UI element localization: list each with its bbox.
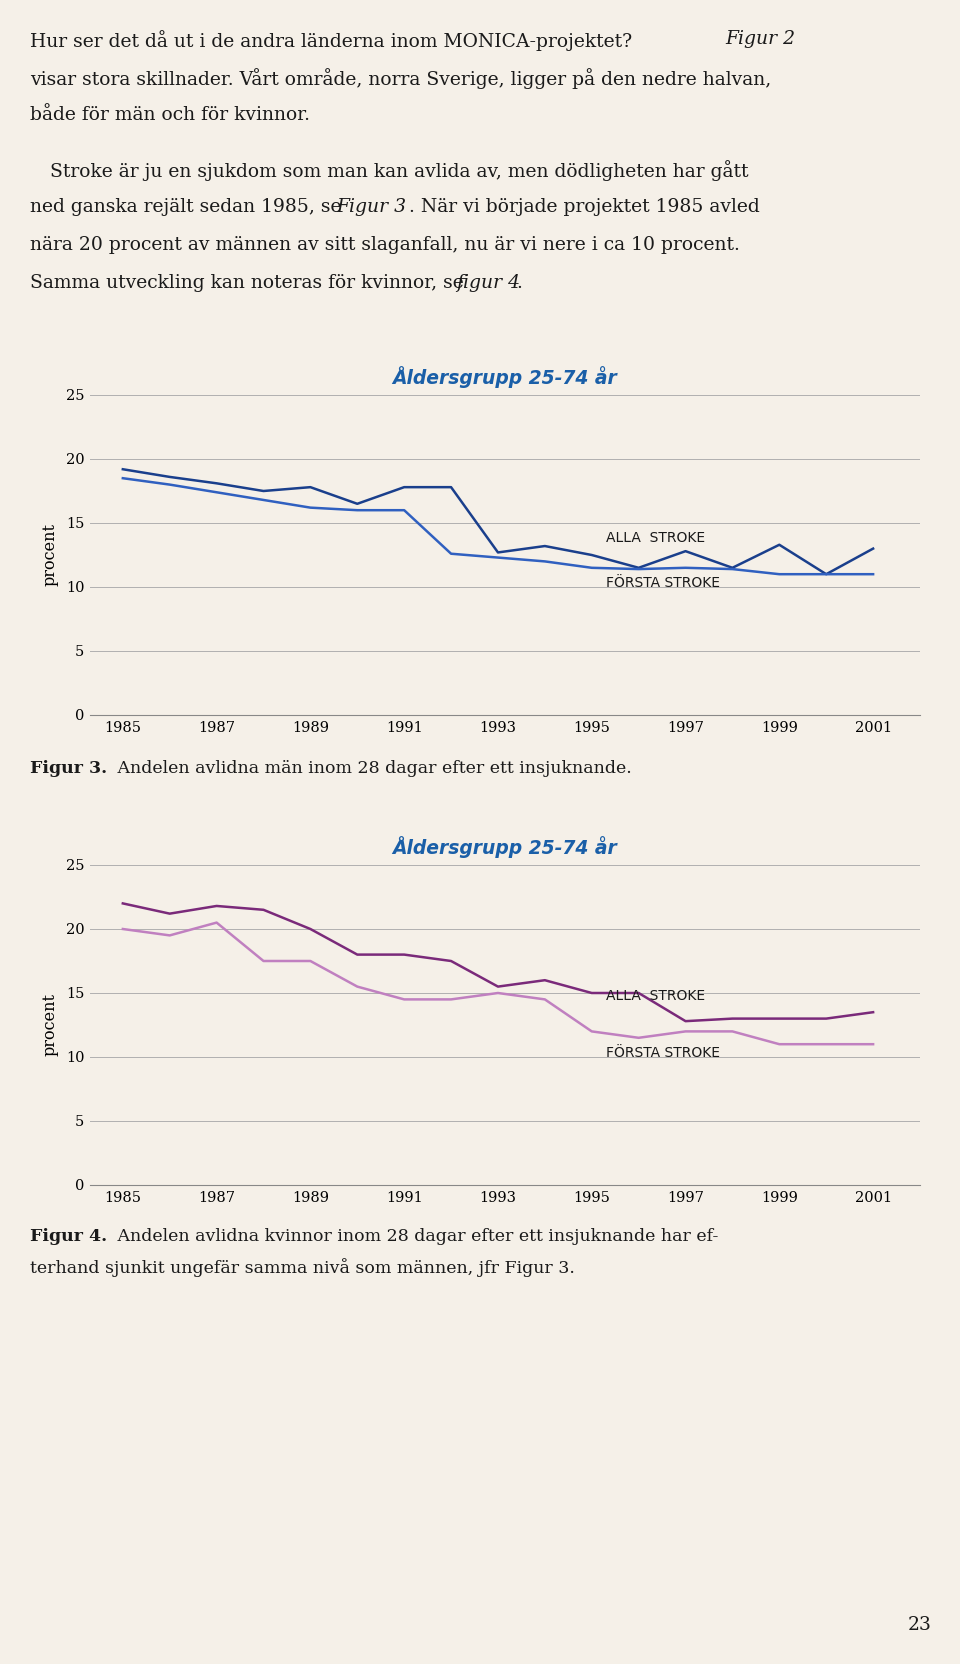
Text: .: .	[516, 275, 522, 291]
Text: Stroke är ju en sjukdom som man kan avlida av, men dödligheten har gått: Stroke är ju en sjukdom som man kan avli…	[50, 160, 749, 181]
Text: Figur 3: Figur 3	[336, 198, 406, 216]
Text: Figur 4.: Figur 4.	[30, 1228, 108, 1245]
Text: FÖRSTA STROKE: FÖRSTA STROKE	[606, 576, 720, 591]
Text: . När vi började projektet 1985 avled: . När vi började projektet 1985 avled	[409, 198, 759, 216]
Text: ned ganska rejält sedan 1985, se: ned ganska rejält sedan 1985, se	[30, 198, 348, 216]
Text: FÖRSTA STROKE: FÖRSTA STROKE	[606, 1047, 720, 1060]
Text: Samma utveckling kan noteras för kvinnor, se: Samma utveckling kan noteras för kvinnor…	[30, 275, 469, 291]
Text: Figur 2: Figur 2	[725, 30, 795, 48]
Text: både för män och för kvinnor.: både för män och för kvinnor.	[30, 106, 310, 125]
Text: figur 4: figur 4	[456, 275, 520, 291]
Text: ALLA  STROKE: ALLA STROKE	[606, 531, 705, 546]
Text: Andelen avlidna män inom 28 dagar efter ett insjuknande.: Andelen avlidna män inom 28 dagar efter …	[112, 760, 632, 777]
Text: Andelen avlidna kvinnor inom 28 dagar efter ett insjuknande har ef-: Andelen avlidna kvinnor inom 28 dagar ef…	[112, 1228, 718, 1245]
Text: visar stora skillnader. Vårt område, norra Sverige, ligger på den nedre halvan,: visar stora skillnader. Vårt område, nor…	[30, 68, 771, 88]
Text: ALLA  STROKE: ALLA STROKE	[606, 988, 705, 1002]
Y-axis label: procent: procent	[42, 993, 59, 1057]
Title: Åldersgrupp 25-74 år: Åldersgrupp 25-74 år	[393, 835, 617, 859]
Text: terhand sjunkit ungefär samma nivå som männen, jfr Figur 3.: terhand sjunkit ungefär samma nivå som m…	[30, 1258, 575, 1276]
Y-axis label: procent: procent	[42, 524, 59, 586]
Text: Figur 3.: Figur 3.	[30, 760, 108, 777]
Text: Hur ser det då ut i de andra länderna inom MONICA-projektet?: Hur ser det då ut i de andra länderna in…	[30, 30, 638, 52]
Title: Åldersgrupp 25-74 år: Åldersgrupp 25-74 år	[393, 366, 617, 388]
Text: nära 20 procent av männen av sitt slaganfall, nu är vi nere i ca 10 procent.: nära 20 procent av männen av sitt slagan…	[30, 236, 740, 255]
Text: 23: 23	[907, 1616, 931, 1634]
